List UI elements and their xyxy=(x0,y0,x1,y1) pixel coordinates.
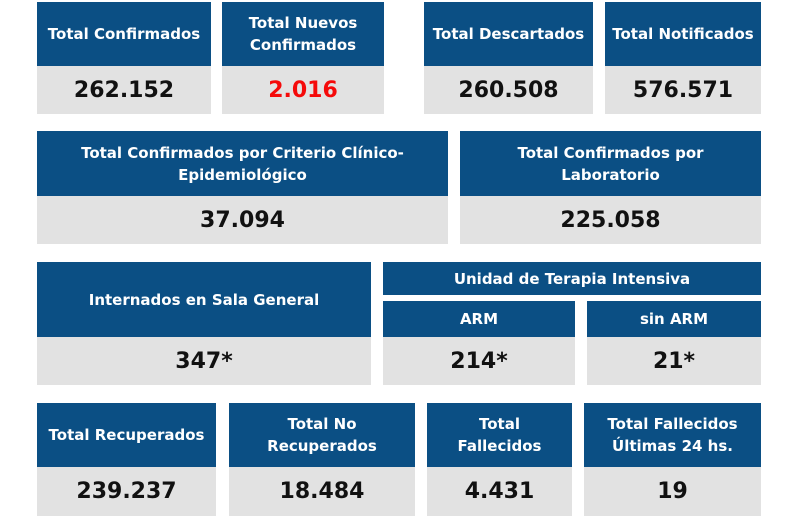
card-value: 18.484 xyxy=(229,467,415,516)
card-uti-arm: ARM 214* xyxy=(383,301,575,385)
card-confirmados-clinico: Total Confirmados por Criterio Clínico-E… xyxy=(37,131,448,244)
card-value: 19 xyxy=(584,467,761,516)
card-value: 262.152 xyxy=(37,66,211,114)
card-value: 239.237 xyxy=(37,467,216,516)
card-value: 347* xyxy=(37,337,371,385)
card-sala-general: Internados en Sala General 347* xyxy=(37,262,371,385)
card-total-descartados: Total Descartados 260.508 xyxy=(424,2,593,114)
card-label: Total No Recuperados xyxy=(229,403,415,467)
uti-title: Unidad de Terapia Intensiva xyxy=(383,262,761,295)
card-label: Total Fallecidos xyxy=(427,403,572,467)
card-label: Total Recuperados xyxy=(37,403,216,467)
card-total-recuperados: Total Recuperados 239.237 xyxy=(37,403,216,516)
card-value: 37.094 xyxy=(37,196,448,244)
card-value: 225.058 xyxy=(460,196,761,244)
card-label: ARM xyxy=(383,301,575,337)
card-uti-sin-arm: sin ARM 21* xyxy=(587,301,761,385)
card-value: 214* xyxy=(383,337,575,385)
card-total-notificados: Total Notificados 576.571 xyxy=(605,2,761,114)
card-label: Total Confirmados xyxy=(37,2,211,66)
card-label: sin ARM xyxy=(587,301,761,337)
card-label: Total Confirmados por Laboratorio xyxy=(460,131,761,196)
card-fallecidos-24hs: Total Fallecidos Últimas 24 hs. 19 xyxy=(584,403,761,516)
card-total-no-recuperados: Total No Recuperados 18.484 xyxy=(229,403,415,516)
card-label: Internados en Sala General xyxy=(37,262,371,337)
card-label: Total Notificados xyxy=(605,2,761,66)
card-total-fallecidos: Total Fallecidos 4.431 xyxy=(427,403,572,516)
card-total-nuevos-confirmados: Total Nuevos Confirmados 2.016 xyxy=(222,2,384,114)
card-value: 576.571 xyxy=(605,66,761,114)
card-label: Total Confirmados por Criterio Clínico-E… xyxy=(37,131,448,196)
card-total-confirmados: Total Confirmados 262.152 xyxy=(37,2,211,114)
card-value: 260.508 xyxy=(424,66,593,114)
card-label: Total Nuevos Confirmados xyxy=(222,2,384,66)
card-confirmados-laboratorio: Total Confirmados por Laboratorio 225.05… xyxy=(460,131,761,244)
card-label: Total Descartados xyxy=(424,2,593,66)
card-value: 21* xyxy=(587,337,761,385)
card-label: Total Fallecidos Últimas 24 hs. xyxy=(584,403,761,467)
card-value: 4.431 xyxy=(427,467,572,516)
card-value: 2.016 xyxy=(222,66,384,114)
